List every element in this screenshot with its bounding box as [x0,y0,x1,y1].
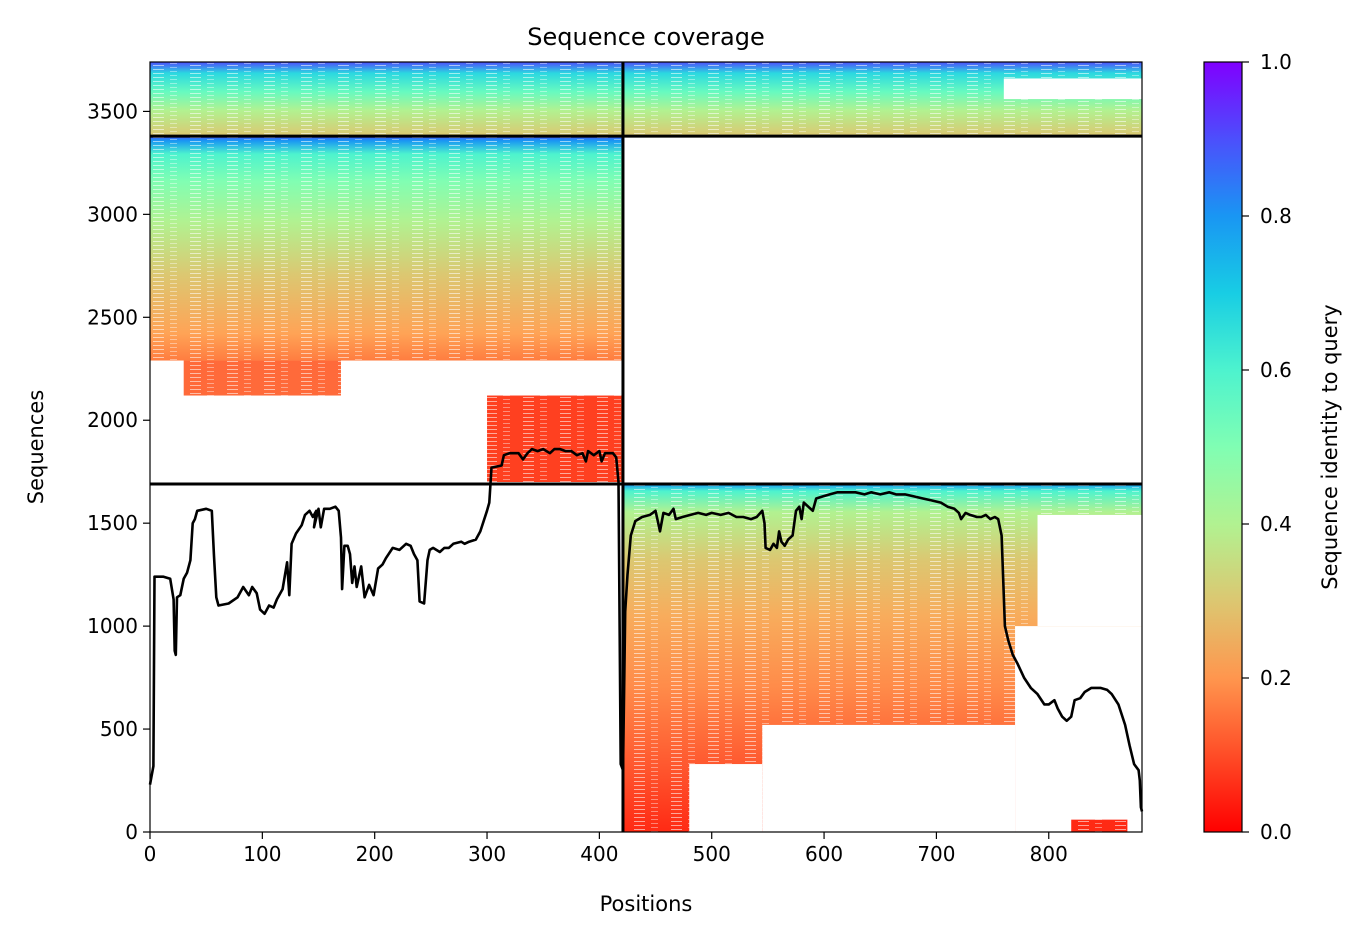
chart-title: Sequence coverage [527,23,764,51]
y-tick-label: 0 [125,820,138,844]
y-tick-label: 1000 [87,614,138,638]
x-axis: 0 100 200 300 400 500 600 700 800 [144,832,1068,866]
x-tick-label: 200 [356,842,394,866]
x-tick-label: 800 [1030,842,1068,866]
heat-streaks [150,62,1142,832]
x-tick-label: 400 [580,842,618,866]
x-tick-label: 100 [243,842,281,866]
y-tick-label: 3000 [87,202,138,226]
y-axis: 0 500 1000 1500 2000 2500 3000 3500 [87,99,150,844]
coverage-line [148,447,1144,812]
y-tick-label: 3500 [87,99,138,123]
x-tick-label: 300 [468,842,506,866]
coverage-heatmap [150,62,1142,832]
y-tick-label: 500 [100,717,138,741]
x-tick-label: 0 [144,842,157,866]
plot-frame [149,61,1143,833]
y-tick-label: 1500 [87,511,138,535]
colorbar-tick-label: 0.6 [1260,358,1292,382]
x-tick-label: 700 [917,842,955,866]
y-tick-label: 2500 [87,305,138,329]
colorbar-tick-label: 0.8 [1260,204,1292,228]
colorbar-tick-label: 0.4 [1260,512,1292,536]
colorbar-tick-label: 1.0 [1260,50,1292,74]
x-axis-title: Positions [600,892,693,916]
plot-area [150,62,1142,832]
y-tick-label: 2000 [87,408,138,432]
colorbar-gradient [1203,61,1243,833]
colorbar-label: Sequence identity to query [1318,304,1342,589]
y-axis-title: Sequences [24,390,48,505]
colorbar-tick-label: 0.0 [1260,820,1292,844]
colorbar-tick-label: 0.2 [1260,666,1292,690]
colorbar: 0.0 0.2 0.4 0.6 0.8 1.0 Sequence identity to … [1203,50,1342,844]
colorbar-ticks: 0.0 0.2 0.4 0.6 0.8 1.0 [1242,50,1292,844]
x-tick-label: 500 [693,842,731,866]
x-tick-label: 600 [805,842,843,866]
